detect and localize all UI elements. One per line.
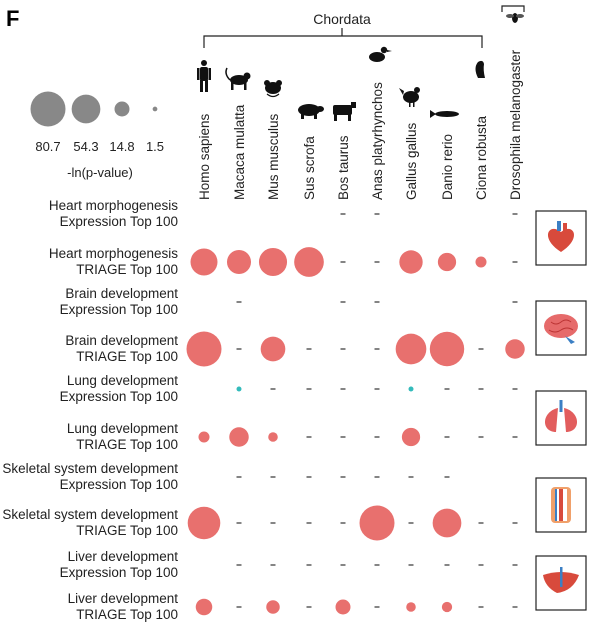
row-label-line1: Lung development — [67, 373, 178, 388]
organ-icons — [535, 210, 587, 611]
enrichment-bubble — [406, 602, 416, 612]
enrichment-bubble — [226, 249, 252, 275]
enrichment-bubble — [268, 432, 278, 442]
enrichment-bubble — [258, 247, 288, 277]
column-label: Sus scrofa — [302, 136, 317, 200]
legend-bubble — [114, 101, 130, 117]
enrichment-bubble — [429, 331, 465, 367]
enrichment-bubble — [437, 252, 457, 272]
enrichment-bubble — [475, 256, 487, 268]
pig-icon — [298, 104, 324, 119]
enrichment-bubble — [399, 250, 423, 274]
enrichment-bubble — [195, 598, 213, 616]
enrichment-bubble — [335, 599, 351, 615]
column-label: Homo sapiens — [197, 113, 212, 200]
row-label-line1: Heart morphogenesis — [49, 198, 178, 213]
column-label: Gallus gallus — [404, 122, 419, 200]
row-label-line1: Skeletal system development — [2, 461, 178, 476]
fly-bracket — [501, 5, 525, 12]
row-label-line1: Brain development — [65, 286, 178, 301]
enrichment-bubble — [505, 339, 525, 359]
enrichment-bubble — [236, 386, 242, 392]
row-label-line2: TRIAGE Top 100 — [76, 437, 178, 452]
column-label: Bos taurus — [336, 135, 351, 200]
row-label-line2: TRIAGE Top 100 — [76, 349, 178, 364]
chicken-icon — [399, 87, 420, 107]
row-label-line2: Expression Top 100 — [60, 389, 178, 404]
row-label-line2: Expression Top 100 — [60, 302, 178, 317]
legend-value-label: 14.8 — [109, 139, 134, 154]
liver-icon — [535, 555, 587, 611]
brain-icon — [535, 300, 587, 356]
row-label-line1: Lung development — [67, 421, 178, 436]
legend-bubble — [152, 106, 158, 112]
enrichment-bubble — [395, 333, 427, 365]
row-label-line1: Skeletal system development — [2, 507, 178, 522]
fly-icon — [506, 13, 524, 23]
size-legend: 80.7 54.3 14.8 1.5 — [30, 91, 164, 154]
species-icons — [197, 13, 524, 121]
enrichment-bubble — [266, 600, 280, 614]
human-icon — [197, 60, 211, 92]
enrichment-bubble — [401, 427, 421, 447]
row-label-line2: TRIAGE Top 100 — [76, 262, 178, 277]
enrichment-bubble — [441, 601, 453, 613]
mouse-icon — [264, 80, 282, 98]
column-label: Danio rerio — [440, 134, 455, 200]
enrichment-bubble — [294, 247, 324, 277]
heart-icon — [535, 210, 587, 266]
legend-value-label: 1.5 — [146, 139, 164, 154]
enrichment-bubble — [260, 336, 286, 362]
legend-value-label: 80.7 — [35, 139, 60, 154]
enrichment-bubble — [186, 331, 222, 367]
clade-label: Chordata — [313, 11, 371, 27]
sea-squirt-icon — [475, 60, 485, 78]
panel-label: F — [6, 6, 19, 31]
bone-icon — [535, 477, 587, 533]
row-label-line2: Expression Top 100 — [60, 214, 178, 229]
row-label-line2: TRIAGE Top 100 — [76, 523, 178, 538]
row-label-line2: TRIAGE Top 100 — [76, 607, 178, 622]
legend-value-label: 54.3 — [73, 139, 98, 154]
legend-bubble — [30, 91, 66, 127]
row-label-line2: Expression Top 100 — [60, 565, 178, 580]
column-labels: Homo sapiens Macaca mulatta Mus musculus Su… — [197, 49, 523, 200]
column-label: Anas platyrhynchos — [370, 82, 385, 200]
row-label-line1: Heart morphogenesis — [49, 246, 178, 261]
column-label: Mus musculus — [266, 113, 281, 200]
cow-icon — [333, 102, 356, 121]
enrichment-bubble — [432, 508, 462, 538]
enrichment-bubble — [190, 248, 218, 276]
enrichment-bubble — [229, 427, 249, 447]
row-label-line1: Liver development — [68, 549, 179, 564]
row-label-line2: Expression Top 100 — [60, 477, 178, 492]
enrichment-bubble — [408, 386, 414, 392]
column-label: Drosophila melanogaster — [508, 49, 523, 200]
fish-icon — [430, 110, 459, 118]
enrichment-bubble — [359, 505, 395, 541]
enrichment-bubble — [187, 506, 221, 540]
enrichment-bubble — [198, 431, 210, 443]
row-label-line1: Brain development — [65, 333, 178, 348]
legend-bubble — [71, 94, 101, 124]
bubble-marks — [186, 213, 525, 616]
duck-icon — [369, 46, 392, 62]
monkey-icon — [225, 67, 251, 90]
row-label-line1: Liver development — [68, 591, 179, 606]
chordata-bracket — [203, 28, 483, 48]
lungs-icon — [535, 390, 587, 446]
column-label: Macaca mulatta — [232, 104, 247, 200]
column-label: Ciona robusta — [474, 115, 489, 200]
legend-title: -ln(p-value) — [67, 165, 133, 180]
